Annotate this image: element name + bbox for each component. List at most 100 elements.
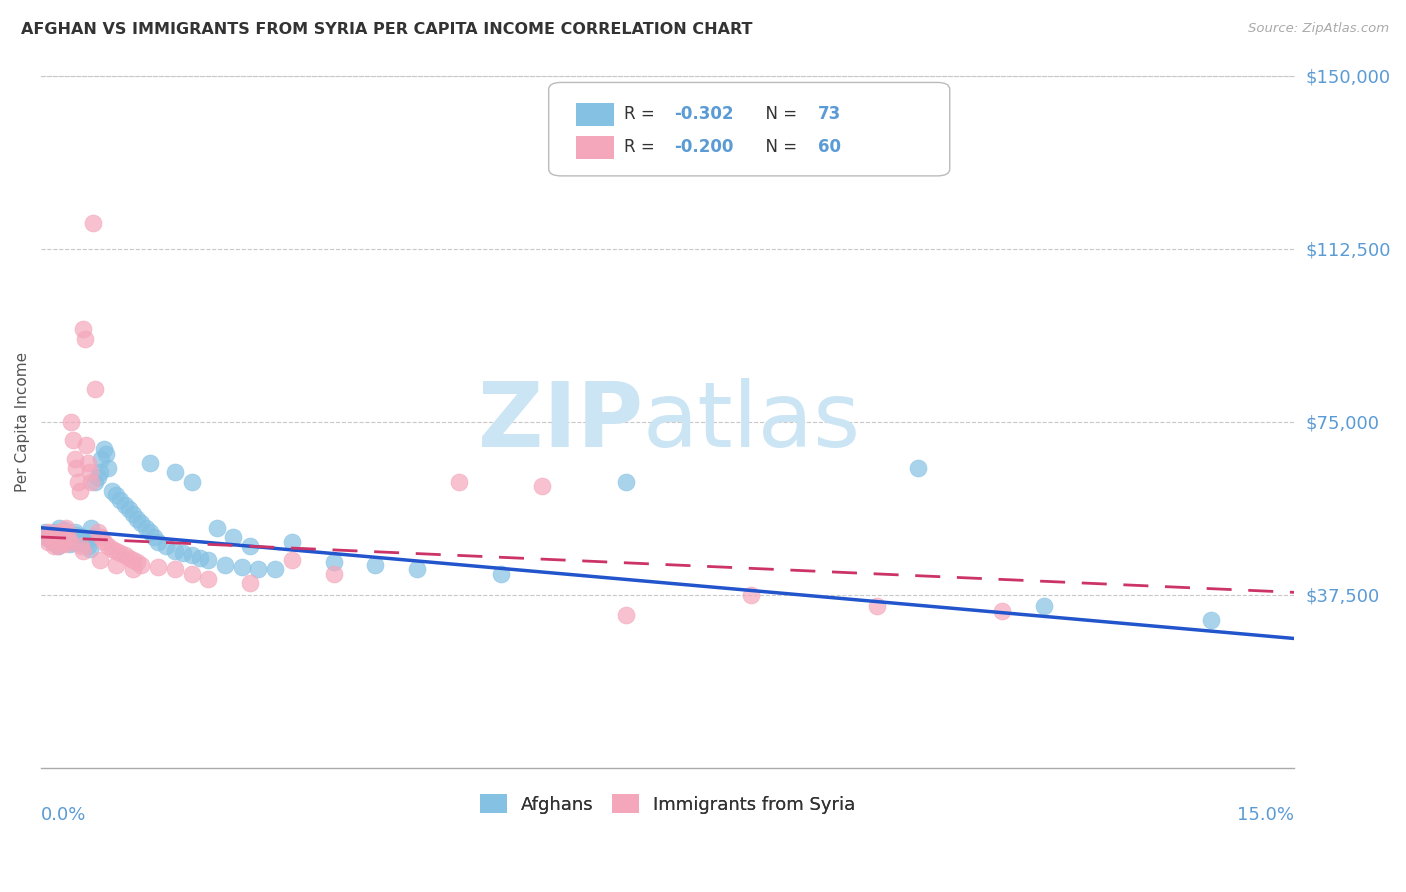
Point — [75, 438, 97, 452]
Text: N =: N = — [755, 138, 803, 156]
Point — [180, 475, 202, 489]
FancyBboxPatch shape — [576, 136, 614, 159]
Point — [489, 566, 512, 581]
Point — [66, 534, 89, 549]
Point — [110, 493, 132, 508]
Point — [58, 537, 80, 551]
Point — [118, 550, 141, 565]
Point — [172, 546, 194, 560]
Point — [56, 534, 79, 549]
Point — [865, 599, 887, 614]
Point — [42, 534, 65, 549]
Point — [447, 475, 470, 489]
Point — [82, 530, 104, 544]
Point — [197, 572, 219, 586]
Point — [53, 523, 76, 537]
Point — [991, 604, 1014, 618]
Point — [138, 456, 160, 470]
Point — [180, 566, 202, 581]
Text: N =: N = — [755, 105, 803, 123]
Point — [135, 521, 157, 535]
Point — [52, 530, 75, 544]
Point — [110, 546, 132, 560]
Text: 15.0%: 15.0% — [1237, 805, 1295, 824]
Point — [79, 541, 101, 556]
Point — [63, 525, 86, 540]
Point — [72, 530, 94, 544]
Point — [105, 544, 128, 558]
Point — [80, 521, 103, 535]
Point — [58, 534, 80, 549]
Point — [65, 460, 87, 475]
Point — [180, 549, 202, 563]
Point — [70, 537, 93, 551]
Point — [72, 544, 94, 558]
Point — [34, 530, 56, 544]
Point — [614, 475, 637, 489]
Point — [89, 553, 111, 567]
Point — [60, 530, 83, 544]
Point — [231, 560, 253, 574]
Point — [96, 447, 118, 461]
Point — [90, 530, 112, 544]
Point — [322, 555, 344, 569]
FancyBboxPatch shape — [548, 82, 949, 176]
Point — [70, 539, 93, 553]
Point — [114, 549, 136, 563]
Point — [131, 558, 153, 572]
Point — [93, 534, 115, 549]
Point — [122, 562, 145, 576]
Point — [531, 479, 554, 493]
Point — [62, 534, 84, 549]
Text: R =: R = — [624, 138, 659, 156]
Point — [127, 555, 149, 569]
Point — [77, 539, 100, 553]
Point — [142, 530, 165, 544]
Point — [34, 525, 56, 540]
Point — [69, 483, 91, 498]
Point — [138, 525, 160, 540]
Point — [131, 516, 153, 530]
Point — [55, 530, 77, 544]
Point — [122, 507, 145, 521]
Point — [239, 576, 262, 591]
Point — [247, 562, 270, 576]
Point — [60, 415, 83, 429]
Point — [44, 530, 66, 544]
Point — [77, 456, 100, 470]
Text: -0.302: -0.302 — [673, 105, 734, 123]
Text: 0.0%: 0.0% — [41, 805, 87, 824]
Point — [65, 527, 87, 541]
Text: ZIP: ZIP — [478, 377, 643, 466]
Point — [163, 466, 186, 480]
Point — [155, 539, 177, 553]
Point — [75, 534, 97, 549]
Point — [46, 539, 69, 553]
Point — [89, 466, 111, 480]
Point — [1199, 613, 1222, 627]
Point — [84, 475, 107, 489]
Point — [281, 553, 304, 567]
Point — [51, 533, 73, 547]
Point — [163, 562, 186, 576]
Point — [38, 525, 60, 540]
Point — [52, 534, 75, 549]
Point — [205, 521, 228, 535]
Text: AFGHAN VS IMMIGRANTS FROM SYRIA PER CAPITA INCOME CORRELATION CHART: AFGHAN VS IMMIGRANTS FROM SYRIA PER CAPI… — [21, 22, 752, 37]
Legend: Afghans, Immigrants from Syria: Afghans, Immigrants from Syria — [472, 787, 863, 821]
Point — [406, 562, 429, 576]
Point — [82, 216, 104, 230]
Point — [39, 530, 62, 544]
Point — [105, 558, 128, 572]
Point — [101, 541, 124, 556]
Point — [62, 433, 84, 447]
Point — [84, 382, 107, 396]
Point — [80, 475, 103, 489]
Point — [48, 525, 70, 540]
Point — [146, 560, 169, 574]
Text: Source: ZipAtlas.com: Source: ZipAtlas.com — [1249, 22, 1389, 36]
Point — [63, 451, 86, 466]
Point — [97, 460, 120, 475]
Point — [122, 553, 145, 567]
Point — [239, 539, 262, 553]
